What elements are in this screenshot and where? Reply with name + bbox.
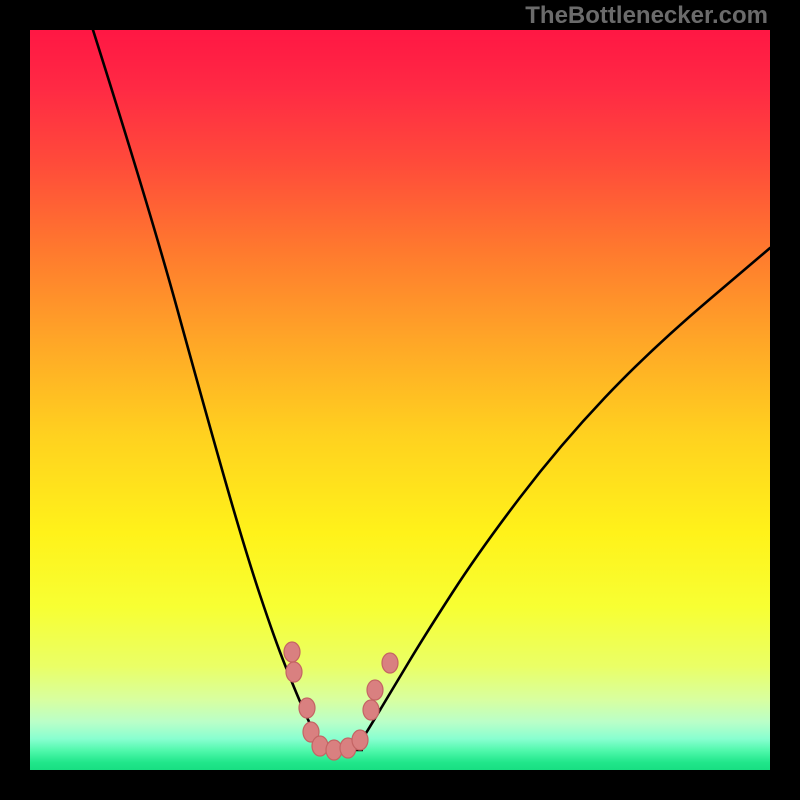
- marker-dot: [286, 662, 302, 682]
- watermark: TheBottlenecker.com: [525, 2, 768, 30]
- plot-svg: [30, 30, 770, 770]
- marker-dot: [352, 730, 368, 750]
- marker-dot: [299, 698, 315, 718]
- marker-dot: [312, 736, 328, 756]
- marker-dot: [363, 700, 379, 720]
- watermark-text: TheBottlenecker.com: [525, 2, 768, 29]
- plot-area: [30, 30, 770, 770]
- marker-dot: [367, 680, 383, 700]
- marker-dot: [284, 642, 300, 662]
- gradient-background: [30, 30, 770, 770]
- marker-dot: [382, 653, 398, 673]
